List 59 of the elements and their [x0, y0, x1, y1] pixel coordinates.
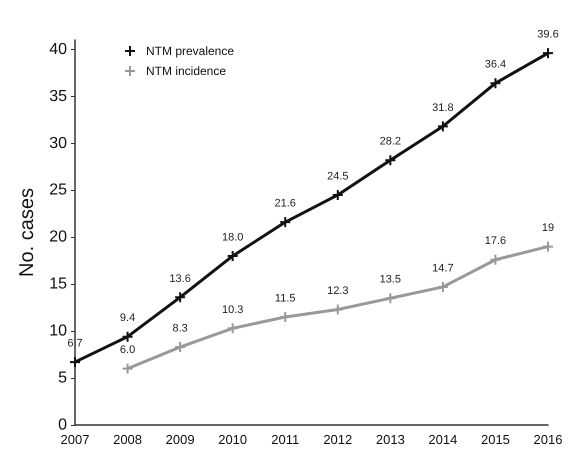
data-label: 17.6 — [484, 235, 506, 248]
data-label: 11.5 — [274, 292, 296, 305]
legend-label: NTM prevalence — [146, 44, 234, 58]
data-label: 13.6 — [169, 272, 191, 285]
data-label: 10.3 — [222, 304, 244, 316]
y-axis-title: No. cases — [16, 188, 38, 277]
data-label: 36.4 — [484, 58, 506, 71]
y-tick-label: 40 — [49, 40, 68, 58]
point — [280, 312, 290, 322]
x-tick-label: 2007 — [60, 432, 90, 447]
x-tick-label: 2009 — [166, 432, 195, 447]
x-tick-label: 2008 — [113, 432, 142, 447]
point — [438, 282, 448, 292]
x-tick-label: 2013 — [376, 432, 405, 447]
point — [543, 48, 553, 58]
x-tick-label: 2011 — [271, 432, 300, 447]
point — [490, 78, 500, 88]
point — [385, 293, 396, 304]
y-tick-label: 20 — [49, 228, 68, 246]
y-tick-label: 10 — [49, 322, 68, 340]
data-label: 9.4 — [120, 312, 136, 324]
point — [332, 190, 343, 200]
y-tick-label: 25 — [49, 182, 68, 199]
data-label: 39.6 — [537, 28, 559, 41]
y-tick-label: 5 — [58, 370, 68, 387]
data-label: 6.0 — [120, 344, 136, 356]
data-label: 21.6 — [274, 198, 296, 210]
x-tick-label: 2015 — [480, 432, 510, 447]
data-label: 18.0 — [222, 231, 244, 244]
y-tick-label: 35 — [49, 88, 68, 105]
x-tick-label: 2012 — [323, 432, 352, 447]
data-label: 28.2 — [380, 136, 402, 148]
point — [280, 217, 290, 228]
point — [228, 250, 238, 261]
y-tick-label: 15 — [49, 276, 68, 293]
point — [175, 292, 186, 302]
point — [543, 242, 553, 252]
point — [490, 254, 500, 265]
x-tick-label: 2014 — [428, 432, 458, 447]
y-tick-label: 0 — [58, 416, 68, 434]
point — [122, 332, 133, 342]
data-label: 8.3 — [172, 322, 188, 335]
x-tick-label: 2010 — [218, 432, 248, 447]
point — [332, 304, 343, 314]
y-tick-label: 30 — [49, 134, 68, 152]
data-label: 19 — [542, 222, 554, 234]
point — [438, 121, 448, 132]
legend-label: NTM incidence — [146, 64, 226, 78]
data-label: 14.7 — [432, 262, 454, 274]
data-label: 31.8 — [432, 102, 454, 114]
data-label: 24.5 — [327, 170, 348, 182]
point — [175, 342, 186, 352]
point — [70, 357, 80, 368]
x-tick-label: 2016 — [534, 432, 562, 447]
data-label: 12.3 — [327, 285, 348, 297]
point — [228, 323, 238, 334]
point — [122, 364, 133, 374]
point — [385, 155, 396, 166]
data-label: 13.5 — [380, 274, 402, 286]
